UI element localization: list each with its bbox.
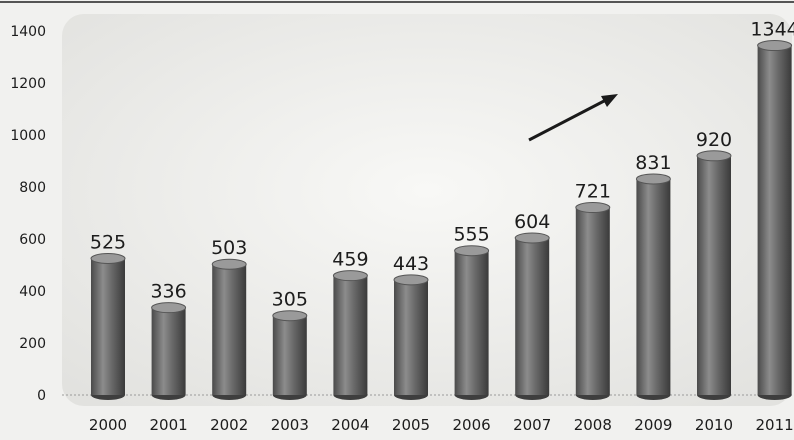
- bar-body: [151, 307, 186, 395]
- y-tick-label: 0: [37, 388, 46, 404]
- bar-body: [91, 258, 125, 395]
- bar-top: [90, 253, 126, 264]
- trend-arrow: [528, 94, 618, 142]
- bar: [393, 274, 429, 400]
- bar: [90, 253, 126, 400]
- bar-top: [514, 232, 550, 244]
- data-label: 1344: [750, 19, 794, 41]
- bar-body: [212, 264, 247, 395]
- data-label: 525: [90, 232, 126, 254]
- bar-top: [211, 258, 247, 270]
- bar-top: [635, 173, 671, 185]
- bar: [211, 258, 247, 400]
- x-tick-label: 2006: [453, 416, 491, 434]
- x-tick-label: 2011: [756, 416, 794, 434]
- y-tick-label: 400: [19, 284, 46, 300]
- bar-top: [454, 245, 490, 257]
- data-label: 604: [514, 211, 550, 233]
- bar-top: [272, 310, 308, 322]
- data-label: 555: [453, 224, 489, 246]
- data-label: 503: [211, 237, 247, 259]
- x-tick-label: 2004: [331, 416, 369, 434]
- bar: [696, 150, 732, 400]
- bar-body: [272, 315, 307, 395]
- y-tick-label: 1000: [10, 128, 46, 144]
- y-tick-label: 200: [19, 336, 46, 352]
- bar: [272, 310, 308, 400]
- data-label: 721: [575, 181, 611, 203]
- bar: [332, 270, 368, 400]
- bar: [514, 232, 550, 400]
- x-tick-label: 2003: [271, 416, 309, 434]
- bar: [575, 202, 611, 400]
- bars-group: 525 336 503 305 459 443 555 604 721 831 920 1344: [90, 19, 794, 400]
- x-tick-label: 2000: [89, 416, 127, 434]
- bar: [757, 40, 793, 400]
- x-tick-label: 2005: [392, 416, 430, 434]
- bar-top: [696, 150, 732, 162]
- bar-body: [575, 207, 610, 395]
- bar-body: [757, 45, 792, 396]
- bar-top: [151, 302, 187, 314]
- x-axis-labels: 2000 2001 2002 2003 2004 2005 2006 2007 2008 2009…: [89, 416, 794, 434]
- x-tick-label: 2008: [574, 416, 612, 434]
- y-tick-label: 1400: [10, 24, 46, 40]
- bar-top: [575, 202, 611, 214]
- bar-body: [333, 275, 368, 395]
- x-tick-label: 2009: [634, 416, 672, 434]
- bar-top: [393, 274, 429, 286]
- data-label: 831: [635, 152, 671, 174]
- x-tick-label: 2002: [210, 416, 248, 434]
- y-tick-label: 1200: [10, 76, 46, 92]
- data-label: 305: [272, 289, 308, 311]
- data-label: 459: [332, 249, 368, 271]
- trend-arrow-shaft: [528, 98, 607, 142]
- x-tick-label: 2001: [150, 416, 188, 434]
- bar-body: [697, 155, 731, 395]
- bar: [151, 302, 187, 400]
- data-label: 336: [150, 281, 186, 303]
- x-tick-label: 2007: [513, 416, 551, 434]
- bar-body: [515, 237, 550, 395]
- data-label: 920: [696, 129, 732, 151]
- bar-body: [636, 178, 671, 395]
- y-tick-label: 800: [19, 180, 46, 196]
- bar-body: [394, 279, 428, 395]
- data-label: 443: [393, 253, 429, 275]
- y-axis-ticks: 0 200 400 600 800 1000 1200 1400: [10, 24, 46, 404]
- bar: [635, 173, 671, 400]
- trend-arrow-head: [601, 94, 618, 107]
- bar-top: [757, 40, 793, 52]
- bar-top: [332, 270, 368, 282]
- y-tick-label: 600: [19, 232, 46, 248]
- bar-body: [454, 250, 489, 395]
- x-tick-label: 2010: [695, 416, 733, 434]
- bar: [454, 245, 490, 400]
